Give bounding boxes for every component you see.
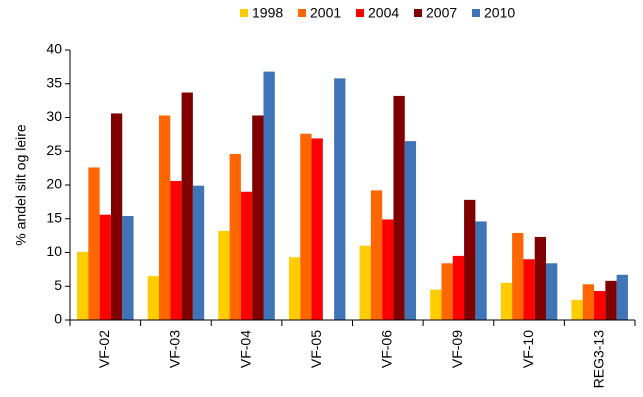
bar — [500, 282, 513, 320]
legend-swatch — [414, 9, 422, 17]
bar — [370, 190, 383, 320]
bar — [170, 180, 182, 320]
bar — [158, 115, 171, 320]
bar — [594, 290, 606, 320]
x-tick-label: VF-05 — [308, 330, 324, 368]
y-tick-label: 0 — [54, 311, 62, 327]
bar — [147, 276, 159, 320]
bar — [334, 78, 346, 320]
bar — [534, 236, 547, 320]
legend-label: 1998 — [252, 5, 283, 21]
x-tick-label: VF-06 — [379, 330, 395, 368]
bar — [523, 259, 535, 320]
bar — [605, 280, 617, 320]
bar — [475, 221, 487, 320]
y-tick-label: 5 — [54, 277, 62, 293]
bar — [300, 133, 312, 320]
bar — [430, 289, 442, 320]
y-tick-label: 35 — [46, 74, 62, 90]
x-tick-label: VF-04 — [237, 330, 253, 368]
x-tick-label: VF-02 — [96, 330, 112, 368]
y-axis-label: % andel silt og leire — [13, 124, 29, 246]
y-tick-label: 10 — [46, 243, 62, 259]
bar — [181, 92, 193, 321]
bar — [88, 167, 100, 320]
y-tick-label: 15 — [46, 209, 62, 225]
legend-swatch — [298, 9, 306, 17]
bar — [571, 299, 583, 320]
bar — [110, 113, 123, 320]
bar — [464, 199, 476, 320]
bar — [382, 219, 394, 320]
bar — [240, 191, 253, 320]
bar — [192, 185, 205, 320]
bar — [122, 216, 134, 320]
bar — [77, 251, 89, 320]
legend-label: 2004 — [368, 5, 399, 21]
bar — [252, 115, 264, 320]
bar — [404, 141, 417, 320]
bar — [311, 138, 323, 320]
bar — [263, 71, 275, 320]
bar — [452, 255, 465, 320]
legend-label: 2007 — [426, 5, 457, 21]
x-tick-label: REG3-13 — [590, 330, 606, 389]
bar — [393, 95, 405, 321]
legend-label: 2001 — [310, 5, 341, 21]
bar — [546, 263, 558, 320]
y-tick-label: 30 — [46, 108, 62, 124]
legend-swatch — [472, 9, 480, 17]
bar — [512, 232, 524, 320]
x-tick-label: VF-09 — [449, 330, 465, 368]
bar — [441, 263, 453, 320]
legend-swatch — [240, 9, 248, 17]
bar — [582, 284, 595, 320]
y-tick-label: 20 — [46, 176, 62, 192]
bar — [359, 245, 371, 320]
bar — [616, 274, 628, 320]
y-tick-label: 40 — [46, 41, 62, 57]
legend-label: 2010 — [484, 5, 515, 21]
bar — [229, 153, 241, 320]
x-tick-label: VF-03 — [167, 330, 183, 368]
y-tick-label: 25 — [46, 142, 62, 158]
x-tick-label: VF-10 — [520, 330, 536, 368]
legend-swatch — [356, 9, 364, 17]
bar — [218, 230, 230, 320]
bar — [99, 214, 111, 320]
bar — [288, 257, 301, 320]
